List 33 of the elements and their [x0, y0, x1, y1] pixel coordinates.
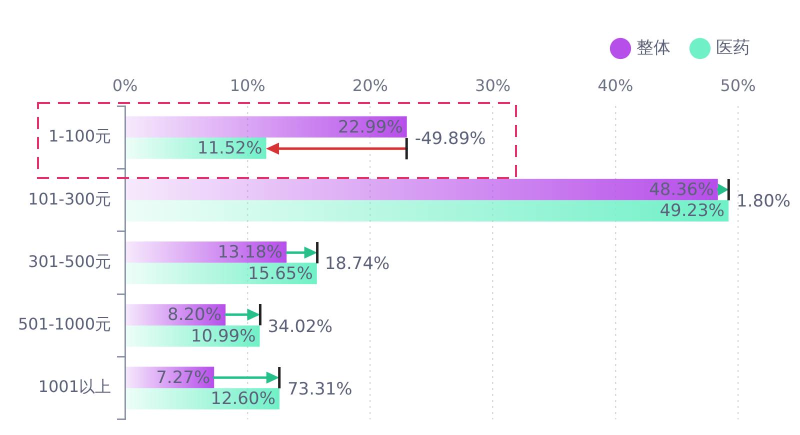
annotation: -49.89%	[414, 128, 486, 149]
x-tick-label: 40%	[598, 76, 634, 95]
bar	[126, 200, 729, 222]
y-tick-label: 501-1000元	[18, 314, 111, 334]
data-label: 49.23%	[660, 201, 725, 222]
data-label: 22.99%	[338, 117, 403, 138]
annotation: 18.74%	[324, 254, 390, 274]
bar	[126, 116, 407, 138]
x-tick-label: 30%	[475, 76, 511, 95]
bar	[126, 388, 280, 410]
data-label: 13.18%	[218, 242, 283, 263]
x-tick-label: 20%	[352, 76, 388, 95]
bar	[126, 262, 317, 284]
data-label: 48.36%	[649, 180, 714, 200]
data-label: 8.20%	[168, 305, 222, 326]
y-tick-label: 1001以上	[38, 377, 111, 396]
data-label: 11.52%	[197, 138, 262, 159]
data-label: 7.27%	[156, 368, 210, 388]
annotation: 34.02%	[268, 316, 333, 337]
data-label: 15.65%	[248, 264, 313, 284]
x-tick-label: 10%	[230, 76, 266, 95]
y-tick-label: 1-100元	[48, 126, 111, 146]
legend-label: 医药	[716, 38, 750, 58]
y-tick-label: 301-500元	[28, 252, 111, 271]
bar	[126, 242, 287, 263]
annotation: 1.80%	[736, 192, 791, 212]
annotation: 73.31%	[287, 380, 352, 400]
x-tick-label: 50%	[720, 76, 756, 95]
y-tick-label: 101-300元	[28, 189, 111, 208]
legend-label: 整体	[636, 38, 670, 58]
x-tick-label: 0%	[112, 76, 138, 95]
data-label: 10.99%	[190, 326, 256, 347]
data-label: 12.60%	[210, 389, 276, 410]
